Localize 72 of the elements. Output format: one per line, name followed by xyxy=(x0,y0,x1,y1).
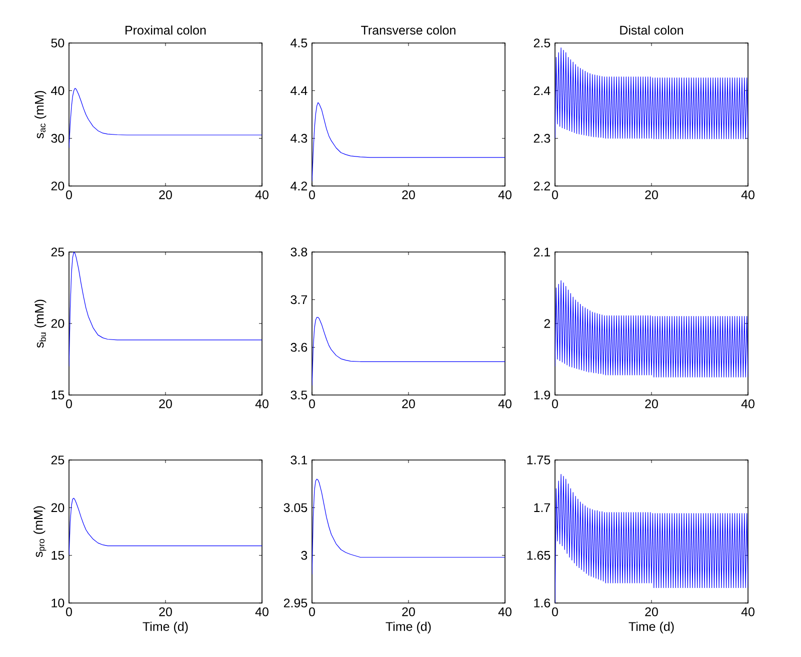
y-tick-label: 3.5 xyxy=(290,390,308,400)
y-tick-label: 3.1 xyxy=(290,456,308,464)
y-tick-label: 1.6 xyxy=(534,598,550,608)
x-tick-label: 40 xyxy=(741,399,754,408)
x-tick-label: 20 xyxy=(159,399,172,408)
x-tick-label: 20 xyxy=(159,607,172,616)
y-tick-label: 4.4 xyxy=(290,86,308,95)
y-tick-label: 1.75 xyxy=(527,456,550,464)
y-tick-label: 3.6 xyxy=(290,342,308,352)
y-tick-label: 50 xyxy=(51,38,64,48)
y-tick-label: 3.05 xyxy=(284,503,308,512)
line-series xyxy=(555,280,748,378)
y-tick-label: 1.9 xyxy=(534,390,550,400)
y-axis-title: s$_{bu}$ (mM) xyxy=(34,300,46,348)
chart-title: Proximal colon xyxy=(126,25,206,35)
x-tick-label: 0 xyxy=(552,190,558,200)
y-axis-title: s$_{pro}$ (mM) xyxy=(34,506,46,558)
x-tick-label: 0 xyxy=(66,190,72,200)
x-tick-label: 20 xyxy=(402,607,415,616)
x-tick-label: 40 xyxy=(255,190,268,200)
y-tick-label: 3.7 xyxy=(290,295,308,304)
x-tick-label: 20 xyxy=(645,399,658,408)
y-tick-label: 2 xyxy=(544,319,550,328)
y-tick-label: 25 xyxy=(51,248,64,256)
y-tick-label: 3.8 xyxy=(290,248,308,256)
y-tick-label: 20 xyxy=(51,503,64,512)
x-tick-label: 40 xyxy=(498,399,512,408)
y-tick-label: 2.5 xyxy=(534,38,550,48)
y-tick-label: 2.1 xyxy=(534,248,550,256)
x-tick-label: 0 xyxy=(552,399,558,408)
y-tick-label: 1.65 xyxy=(527,550,550,560)
y-tick-label: 15 xyxy=(52,550,64,560)
x-tick-label: 40 xyxy=(255,607,268,616)
y-tick-label: 4.2 xyxy=(290,182,308,190)
y-tick-label: 20 xyxy=(51,182,64,190)
x-axis-title: Time (d) xyxy=(386,622,431,634)
y-tick-label: 25 xyxy=(51,456,64,464)
x-axis-title: Time (d) xyxy=(628,622,674,634)
y-tick-label: 15 xyxy=(52,390,64,400)
x-tick-label: 0 xyxy=(309,607,315,616)
x-tick-label: 0 xyxy=(309,399,315,408)
y-tick-label: 4.3 xyxy=(290,134,308,143)
y-tick-label: 20 xyxy=(51,319,64,328)
x-tick-label: 0 xyxy=(66,607,72,616)
y-tick-label: 30 xyxy=(51,134,64,143)
x-tick-label: 20 xyxy=(159,190,172,200)
x-tick-label: 40 xyxy=(255,399,268,408)
x-tick-label: 20 xyxy=(402,399,415,408)
y-tick-label: 1.7 xyxy=(534,503,550,512)
x-tick-label: 40 xyxy=(741,607,754,616)
chart-title: Distal colon xyxy=(620,25,683,35)
x-tick-label: 0 xyxy=(552,607,558,616)
y-tick-label: 2.4 xyxy=(534,86,550,96)
x-axis-title: Time (d) xyxy=(142,622,188,634)
y-tick-label: 2.95 xyxy=(284,598,308,608)
y-tick-label: 2.3 xyxy=(534,134,550,143)
x-tick-label: 20 xyxy=(645,607,658,616)
x-tick-label: 20 xyxy=(645,190,658,200)
y-axis-title: s$_{ac}$ (mM) xyxy=(34,90,46,138)
x-tick-label: 40 xyxy=(741,190,754,200)
y-tick-label: 40 xyxy=(51,86,64,96)
line-series xyxy=(555,47,748,140)
chart-title: Transverse colon xyxy=(361,25,456,35)
x-tick-label: 20 xyxy=(402,190,415,200)
x-tick-label: 0 xyxy=(309,190,315,200)
x-tick-label: 40 xyxy=(498,607,512,616)
y-tick-label: 10 xyxy=(52,598,64,608)
y-tick-label: 2.2 xyxy=(534,182,550,190)
x-tick-label: 0 xyxy=(66,399,72,408)
y-tick-label: 4.5 xyxy=(290,38,308,48)
x-tick-label: 40 xyxy=(498,190,512,200)
y-tick-label: 3 xyxy=(301,550,308,560)
